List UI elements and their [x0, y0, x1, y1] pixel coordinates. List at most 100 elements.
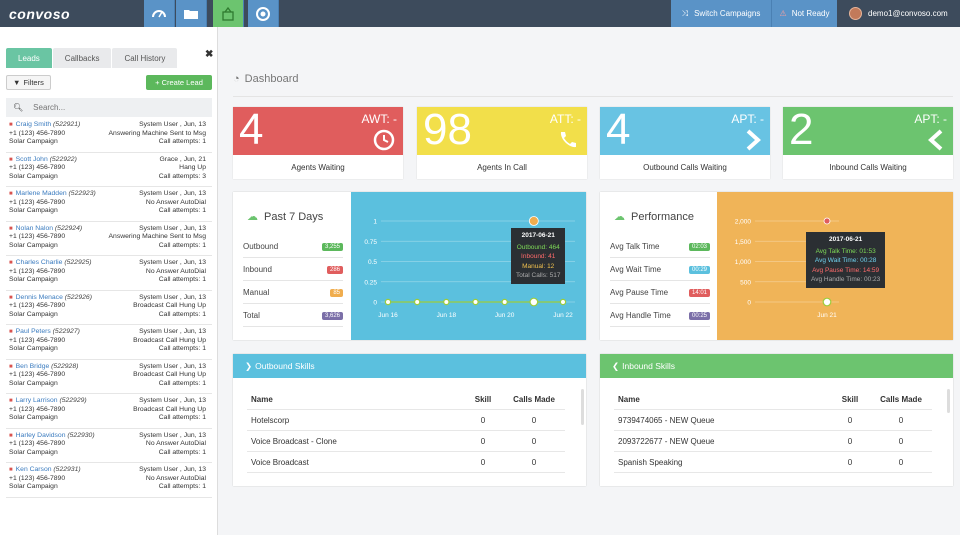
speedometer-icon: ◔ — [233, 73, 240, 85]
lead-id: (522926) — [64, 293, 92, 301]
lead-name-link[interactable]: Marlene Madden — [9, 190, 67, 197]
data-point[interactable] — [384, 298, 392, 306]
stat-row: Outbound 3,255 — [243, 236, 343, 258]
lead-list-item[interactable]: Marlene Madden (522923)+1 (123) 456-7890… — [6, 187, 212, 222]
lead-list-item[interactable]: Paul Peters (522927)+1 (123) 456-7890Sol… — [6, 325, 212, 360]
lead-list-item[interactable]: Charles Charlie (522925)+1 (123) 456-789… — [6, 256, 212, 291]
highlight-point[interactable] — [528, 216, 539, 226]
lead-info: Harley Davidson (522930)+1 (123) 456-789… — [9, 432, 95, 458]
lead-info: Nolan Nalon (522924)+1 (123) 456-7890Sol… — [9, 225, 82, 251]
lead-name-link[interactable]: Ken Carson — [9, 466, 52, 473]
table-row[interactable]: 9739474065 - NEW Queue 0 0 — [614, 410, 932, 431]
table-row[interactable]: 2093722677 - NEW Queue 0 0 — [614, 431, 932, 452]
lead-list-item[interactable]: Scott John (522922)+1 (123) 456-7890Sola… — [6, 153, 212, 187]
create-lead-button[interactable]: + Create Lead — [146, 75, 212, 90]
lead-name-link[interactable]: Nolan Nalon — [9, 225, 53, 232]
lead-list-item[interactable]: Harley Davidson (522930)+1 (123) 456-789… — [6, 429, 212, 463]
folder-nav-button[interactable] — [176, 0, 207, 27]
lead-name-link[interactable]: Ben Bridge — [9, 363, 49, 370]
stat-badge: 00:29 — [688, 265, 710, 274]
table-row[interactable]: Voice Broadcast - Clone 0 0 — [247, 431, 565, 452]
tab-callbacks[interactable]: Callbacks — [52, 48, 112, 68]
lead-name-link[interactable]: Scott John — [9, 156, 48, 163]
y-tick-label: 1,000 — [735, 259, 752, 266]
lead-name-link[interactable]: Craig Smith — [9, 121, 51, 128]
lead-phone: +1 (123) 456-7890 — [9, 371, 66, 379]
x-tick-label: Jun 16 — [378, 312, 398, 319]
lead-status: No Answer AutoDial — [145, 474, 206, 482]
data-point[interactable] — [472, 298, 479, 306]
lead-status: Hang Up — [179, 164, 206, 172]
lead-info: Charles Charlie (522925)+1 (123) 456-789… — [9, 259, 92, 285]
lead-name-link[interactable]: Harley Davidson — [9, 432, 66, 439]
chevron-left-icon — [927, 129, 945, 153]
lead-attempts: Call attempts: 1 — [158, 379, 206, 387]
highlight-point[interactable] — [823, 217, 831, 225]
lead-info: Ben Bridge (522928)+1 (123) 456-7890Sola… — [9, 363, 78, 389]
lead-name-line: Ken Carson (522931) — [9, 466, 81, 475]
lead-last-call: System User , Jun, 13 — [139, 466, 206, 473]
data-point[interactable] — [413, 298, 421, 306]
lead-name-link[interactable]: Dennis Menace — [9, 294, 63, 301]
tab-call-history[interactable]: Call History — [112, 48, 178, 68]
stat-label: Avg Pause Time — [610, 288, 669, 297]
lead-name-link[interactable]: Larry Larrison — [9, 397, 58, 404]
search-input[interactable] — [33, 103, 194, 112]
filters-button[interactable]: ▼ Filters — [6, 75, 51, 90]
kpi-card[interactable]: 4 AWT: - Agents Waiting — [233, 105, 403, 179]
lead-name-link[interactable]: Charles Charlie — [9, 259, 62, 266]
outbound-skills-header[interactable]: ❯ Outbound Skills — [233, 354, 586, 378]
column-header[interactable]: Calls Made — [880, 394, 922, 404]
lead-name-link[interactable]: Paul Peters — [9, 328, 51, 335]
lead-id: (522923) — [68, 190, 96, 197]
lead-list-item[interactable]: Craig Smith (522921)+1 (123) 456-7890Sol… — [6, 118, 212, 153]
kpi-card[interactable]: 2 APT: - Inbound Calls Waiting — [783, 105, 953, 179]
scrollbar[interactable] — [581, 389, 584, 425]
column-header[interactable]: Name — [618, 394, 640, 404]
column-header[interactable]: Calls Made — [513, 394, 555, 404]
lead-attempts: Call attempts: 3 — [158, 172, 206, 180]
lead-status: No Answer AutoDial — [145, 440, 206, 448]
lead-phone: +1 (123) 456-7890 — [9, 198, 66, 206]
kpi-value: 98 — [423, 105, 472, 154]
kpi-card[interactable]: 4 APT: - Outbound Calls Waiting — [600, 105, 770, 179]
lead-list-item[interactable]: Larry Larrison (522929)+1 (123) 456-7890… — [6, 394, 212, 429]
past-7-days-chart: 0 0.25 0.5 0.75 1 Jun 16 Jun 18 Jun 20 Jun 22 20… — [351, 192, 586, 340]
data-point[interactable] — [822, 297, 832, 307]
y-tick-label: 500 — [740, 279, 751, 286]
data-point[interactable] — [559, 298, 567, 306]
agent-status-button[interactable]: ⚠ Not Ready — [771, 0, 837, 27]
lead-list-item[interactable]: Ken Carson (522931)+1 (123) 456-7890Sola… — [6, 463, 212, 498]
table-cell: Voice Broadcast - Clone — [251, 436, 337, 446]
column-header[interactable]: Name — [251, 394, 273, 404]
lead-status: Broadcast Call Hung Up — [133, 302, 206, 310]
switch-campaigns-button[interactable]: ⤨ Switch Campaigns — [671, 0, 771, 27]
dashboard-nav-button[interactable] — [144, 0, 175, 27]
scrollbar[interactable] — [947, 389, 950, 413]
table-row[interactable]: Hotelscorp 0 0 — [247, 410, 565, 431]
column-header[interactable]: Skill — [841, 394, 859, 404]
lead-last-call: System User , Jun, 13 — [139, 431, 206, 439]
inbound-skills-header[interactable]: ❮ Inbound Skills — [600, 354, 953, 378]
lead-list-item[interactable]: Dennis Menace (522926)+1 (123) 456-7890S… — [6, 291, 212, 325]
tab-leads[interactable]: Leads — [6, 48, 52, 68]
user-menu[interactable]: demo1@convoso.com — [837, 0, 960, 27]
lead-attempts: Call attempts: 1 — [158, 138, 206, 146]
table-row[interactable]: Voice Broadcast 0 0 — [247, 452, 565, 473]
close-icon[interactable]: ✖ — [205, 49, 214, 60]
kpi-card[interactable]: 98 ATT: - Agents In Call — [417, 105, 587, 179]
table-cell: 0 — [480, 457, 486, 467]
data-point[interactable] — [443, 298, 450, 306]
stat-label: Total — [243, 311, 260, 320]
table-row[interactable]: Spanish Speaking 0 0 — [614, 452, 932, 473]
stat-row: Inbound 286 — [243, 259, 343, 281]
basket-nav-button[interactable] — [213, 0, 244, 27]
convoso-logo[interactable]: convoso — [9, 6, 71, 22]
column-header[interactable]: Skill — [474, 394, 492, 404]
support-nav-button[interactable] — [248, 0, 279, 27]
top-navigation-bar: convoso ⤨ Switch Campaigns ⚠ Not Ready d… — [0, 0, 960, 27]
data-point[interactable] — [529, 297, 539, 307]
lead-list-item[interactable]: Ben Bridge (522928)+1 (123) 456-7890Sola… — [6, 360, 212, 394]
data-point[interactable] — [501, 298, 508, 306]
lead-list-item[interactable]: Nolan Nalon (522924)+1 (123) 456-7890Sol… — [6, 222, 212, 256]
